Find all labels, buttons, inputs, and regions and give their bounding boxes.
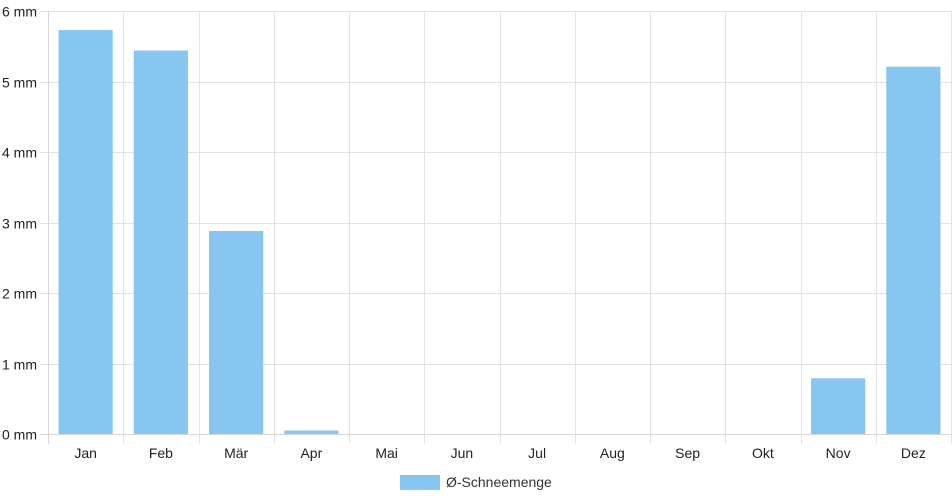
bar-jan[interactable] [58, 30, 113, 434]
y-tick-label: 3 mm [2, 216, 37, 232]
bar-apr[interactable] [284, 430, 339, 434]
legend-swatch[interactable] [400, 475, 440, 490]
bar-nov[interactable] [811, 378, 866, 434]
y-tick-label: 6 mm [2, 4, 37, 20]
x-tick-label: Jun [451, 445, 474, 461]
x-tick-label: Apr [300, 445, 322, 461]
bar-dez[interactable] [886, 66, 941, 434]
x-axis-ticks: Jan Feb Mär Apr Mai Jun Jul Aug Sep Okt Nov Dez [74, 445, 925, 461]
x-tick-label: Nov [826, 445, 851, 461]
x-tick-label: Aug [600, 445, 625, 461]
x-tick-label: Okt [752, 445, 774, 461]
y-tick-label: 1 mm [2, 357, 37, 373]
grid-lines [40, 11, 952, 444]
y-tick-label: 0 mm [2, 427, 37, 443]
y-tick-label: 5 mm [2, 75, 37, 91]
y-axis-ticks: 0 mm 1 mm 2 mm 3 mm 4 mm 5 mm 6 mm [2, 4, 37, 443]
x-tick-label: Dez [901, 445, 926, 461]
y-tick-label: 2 mm [2, 286, 37, 302]
y-tick-label: 4 mm [2, 145, 37, 161]
x-tick-label: Sep [675, 445, 700, 461]
legend-label[interactable]: Ø-Schneemenge [446, 474, 552, 490]
x-tick-label: Jan [74, 445, 97, 461]
x-tick-label: Mai [375, 445, 398, 461]
legend[interactable]: Ø-Schneemenge [400, 474, 552, 490]
x-tick-label: Feb [149, 445, 173, 461]
bar-mär[interactable] [209, 230, 264, 434]
x-tick-label: Jul [528, 445, 546, 461]
bar-feb[interactable] [133, 50, 188, 434]
x-tick-label: Mär [224, 445, 248, 461]
bars [58, 30, 941, 434]
